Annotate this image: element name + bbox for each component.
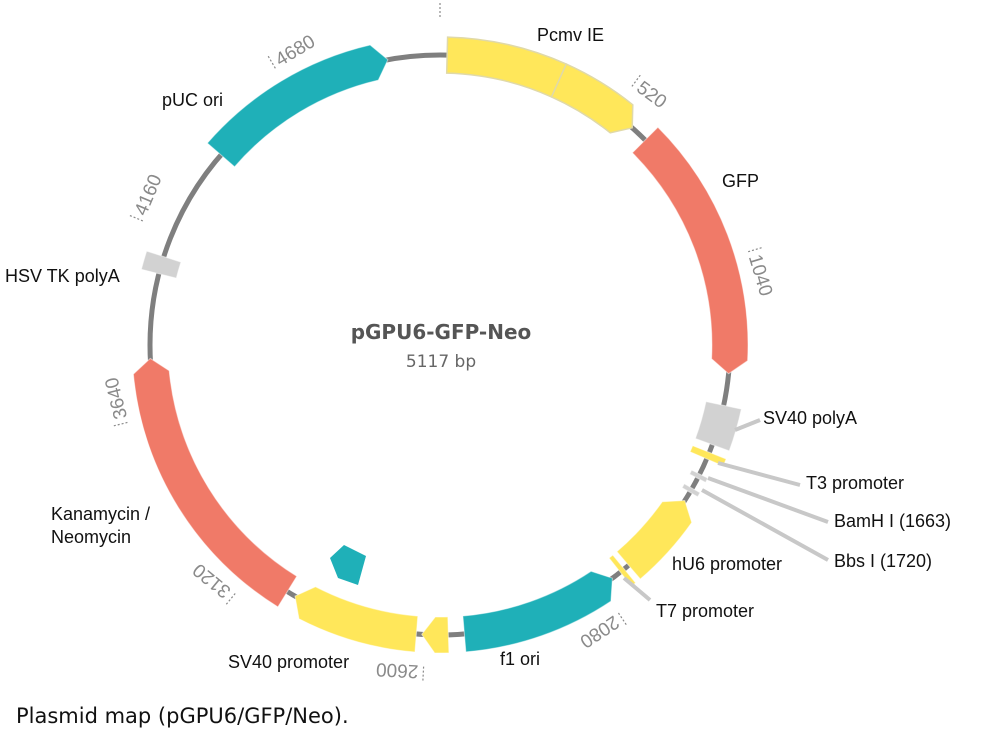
feature-t3 bbox=[689, 445, 727, 467]
label-puc-ori: pUC ori bbox=[162, 90, 224, 110]
tick-520: 520 bbox=[630, 74, 670, 113]
tick-1040: 1040 bbox=[744, 247, 776, 299]
tick-3640: 3640 bbox=[102, 375, 133, 427]
tick-mark bbox=[746, 247, 762, 253]
feature-small-arrow bbox=[421, 616, 450, 654]
leader-lines bbox=[622, 418, 829, 602]
label-kanamycin-line1: Kanamycin / bbox=[51, 504, 151, 524]
feature-pcmv-part2 bbox=[550, 63, 634, 134]
feature-sv40polya bbox=[694, 401, 742, 452]
tick-mark bbox=[129, 214, 145, 223]
label-bbsi: Bbs I (1720) bbox=[834, 551, 933, 571]
tick-mark bbox=[225, 591, 237, 605]
tick-label: 4160 bbox=[131, 172, 167, 219]
figure-caption: Plasmid map (pGPU6/GFP/Neo). bbox=[16, 704, 349, 728]
feature-hu6 bbox=[616, 499, 693, 580]
tick-mark bbox=[113, 421, 130, 427]
label-f1-ori: f1 ori bbox=[500, 649, 541, 669]
tick-2600: 2600 bbox=[376, 658, 425, 681]
leader-t7 bbox=[622, 576, 652, 602]
label-sv40-polya: SV40 polyA bbox=[763, 408, 858, 428]
leader-bbsi bbox=[701, 488, 829, 562]
tick-label: 3640 bbox=[102, 375, 133, 421]
label-kanamycin-line2: Neomycin bbox=[51, 527, 132, 547]
feature-pcmv-part1 bbox=[445, 36, 568, 98]
feature-kan bbox=[132, 357, 298, 608]
label-pcmv-ie: Pcmv IE bbox=[537, 25, 605, 45]
label-hsv-tk-polya: HSV TK polyA bbox=[5, 266, 120, 286]
label-gfp: GFP bbox=[722, 171, 760, 191]
label-hu6-promoter: hU6 promoter bbox=[672, 554, 783, 574]
leader-t3 bbox=[717, 461, 801, 487]
feature-bbsi bbox=[681, 483, 701, 498]
feature-bamhi bbox=[688, 469, 709, 484]
label-bamhi: BamH I (1663) bbox=[834, 511, 952, 531]
tick-label: 1040 bbox=[744, 252, 776, 299]
label-t7-promoter: T7 promoter bbox=[656, 601, 755, 621]
tick-mark bbox=[616, 611, 627, 625]
feature-gfp bbox=[631, 126, 749, 375]
label-t3-promoter: T3 promoter bbox=[806, 473, 905, 493]
stray-teal-pentagon bbox=[330, 545, 366, 585]
feature-sv40prom bbox=[294, 586, 419, 653]
plasmid-length: 5117 bp bbox=[405, 352, 477, 372]
tick-label: 2600 bbox=[376, 658, 419, 681]
tick-mark bbox=[422, 664, 425, 681]
label-sv40-promoter: SV40 promoter bbox=[228, 652, 350, 672]
plasmid-name: pGPU6-GFP-Neo bbox=[350, 320, 532, 344]
feature-puc bbox=[206, 44, 389, 168]
tick-mark bbox=[630, 74, 641, 89]
leader-bamhi bbox=[707, 476, 829, 524]
feature-hsvtk bbox=[140, 250, 182, 279]
feature-t7 bbox=[608, 554, 637, 587]
leader-sv40-polya bbox=[734, 418, 761, 432]
features-group bbox=[132, 36, 749, 654]
tick-4160: 4160 bbox=[129, 172, 167, 223]
tick-label: 520 bbox=[632, 77, 670, 113]
tick-mark bbox=[267, 55, 277, 71]
feature-f1ori bbox=[462, 570, 613, 653]
